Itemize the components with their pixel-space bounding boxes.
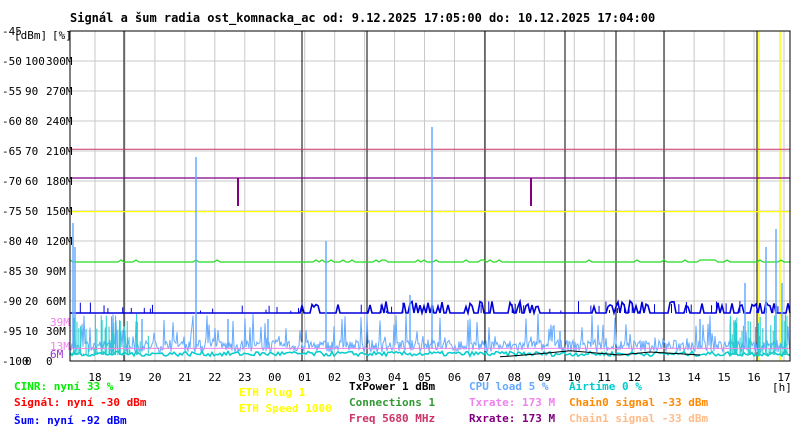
y-tick-dbm: -45	[2, 25, 22, 38]
legend-rxrate: Rxrate: 173 M	[469, 412, 556, 425]
legend-connections: Connections 1	[349, 396, 436, 409]
x-tick-label: 22	[208, 371, 221, 384]
legend-airtime: Airtime 0 %	[569, 380, 642, 393]
y-tick-dbm: -80	[2, 235, 22, 248]
y-tick-rate: 120M	[46, 235, 73, 248]
x-tick-label: 21	[178, 371, 191, 384]
y-tick-rate: 180M	[46, 175, 73, 188]
y-tick-dbm: -60	[2, 115, 22, 128]
chart-title: Signál a šum radia ost_komnacka_ac od: 9…	[70, 11, 656, 25]
cinr-series	[69, 259, 790, 263]
y-tick-dbm: -55	[2, 85, 22, 98]
x-tick-label: 09	[538, 371, 551, 384]
y-tick-dbm: -85	[2, 265, 22, 278]
legend-sum: Šum: nyní -92 dBm	[14, 414, 127, 427]
x-tick-label: 17	[777, 371, 790, 384]
y-tick-dbm: -100	[2, 355, 29, 368]
x-tick-label: 04	[388, 371, 402, 384]
x-tick-label: 14	[688, 371, 702, 384]
legend-cinr: CINR: nyní 33 %	[14, 380, 114, 393]
x-tick-label: 12	[628, 371, 641, 384]
x-tick-label: 13	[658, 371, 671, 384]
y-tick-rate: 300M	[46, 55, 73, 68]
y-tick-pct: 50	[25, 205, 38, 218]
legend-chain1: Chain1 signal -33 dBm	[569, 412, 709, 425]
legend-cpu: CPU load 5 %	[469, 380, 549, 393]
rate-marker: 13M	[50, 340, 70, 353]
y-tick-dbm: -50	[2, 55, 22, 68]
x-tick-label: 06	[448, 371, 461, 384]
x-tick-label: 19	[118, 371, 131, 384]
y-tick-pct: 100	[25, 55, 45, 68]
noise-series	[70, 298, 791, 317]
x-tick-label: 08	[508, 371, 521, 384]
x-tick-label: 05	[418, 371, 431, 384]
y-tick-dbm: -65	[2, 145, 22, 158]
x-tick-label: 02	[328, 371, 341, 384]
y-tick-pct: 10	[25, 325, 38, 338]
x-tick-label: 15	[717, 371, 730, 384]
y-tick-pct: 0	[25, 355, 32, 368]
x-tick-label: 16	[747, 371, 760, 384]
y-tick-rate: 30M	[46, 325, 66, 338]
legend-eth-speed: ETH Speed 1000	[239, 402, 332, 415]
y-tick-dbm: -75	[2, 205, 22, 218]
x-tick-label: 07	[478, 371, 491, 384]
y-tick-dbm: -70	[2, 175, 22, 188]
plot-frame	[69, 30, 791, 362]
legend-eth-plug: ETH Plug 1	[239, 386, 306, 399]
y-tick-pct: 80	[25, 115, 38, 128]
y-tick-rate: 210M	[46, 145, 73, 158]
rate-marker: 6M	[50, 348, 64, 361]
x-tick-label: 20	[148, 371, 161, 384]
x-tick-label: 00	[268, 371, 281, 384]
y-unit-pct: [%]	[52, 29, 72, 42]
legend-chain0: Chain0 signal -33 dBm	[569, 396, 709, 409]
x-tick-label: 10	[568, 371, 581, 384]
x-tick-label: 01	[298, 371, 311, 384]
rate-marker: 39M	[50, 316, 70, 329]
y-unit-dbm: [dBm]	[14, 29, 47, 42]
y-tick-pct: 20	[25, 295, 38, 308]
y-tick-dbm: -95	[2, 325, 22, 338]
x-tick-label: 23	[238, 371, 251, 384]
x-tick-label: 18	[88, 371, 101, 384]
y-tick-rate: 0	[46, 355, 53, 368]
legend-txrate: Txrate: 173 M	[469, 396, 556, 409]
y-tick-pct: 70	[25, 145, 38, 158]
y-tick-rate: 90M	[46, 265, 66, 278]
legend-txpower: TxPower 1 dBm	[349, 380, 436, 393]
x-tick-label: 11	[598, 371, 611, 384]
legend-freq: Freq 5680 MHz	[349, 412, 436, 425]
y-tick-pct: 60	[25, 175, 38, 188]
x-tick-label: 03	[358, 371, 371, 384]
y-tick-pct: 40	[25, 235, 38, 248]
y-tick-rate: 240M	[46, 115, 73, 128]
x-unit-label: [h]	[772, 381, 792, 394]
txpower-series	[499, 350, 701, 358]
y-tick-pct: 30	[25, 265, 38, 278]
legend-signal: Signál: nyní -30 dBm	[14, 396, 147, 409]
y-tick-pct: 90	[25, 85, 38, 98]
y-tick-rate: 150M	[46, 205, 73, 218]
y-tick-dbm: -90	[2, 295, 22, 308]
y-tick-rate: 60M	[46, 295, 66, 308]
y-tick-rate: 270M	[46, 85, 73, 98]
